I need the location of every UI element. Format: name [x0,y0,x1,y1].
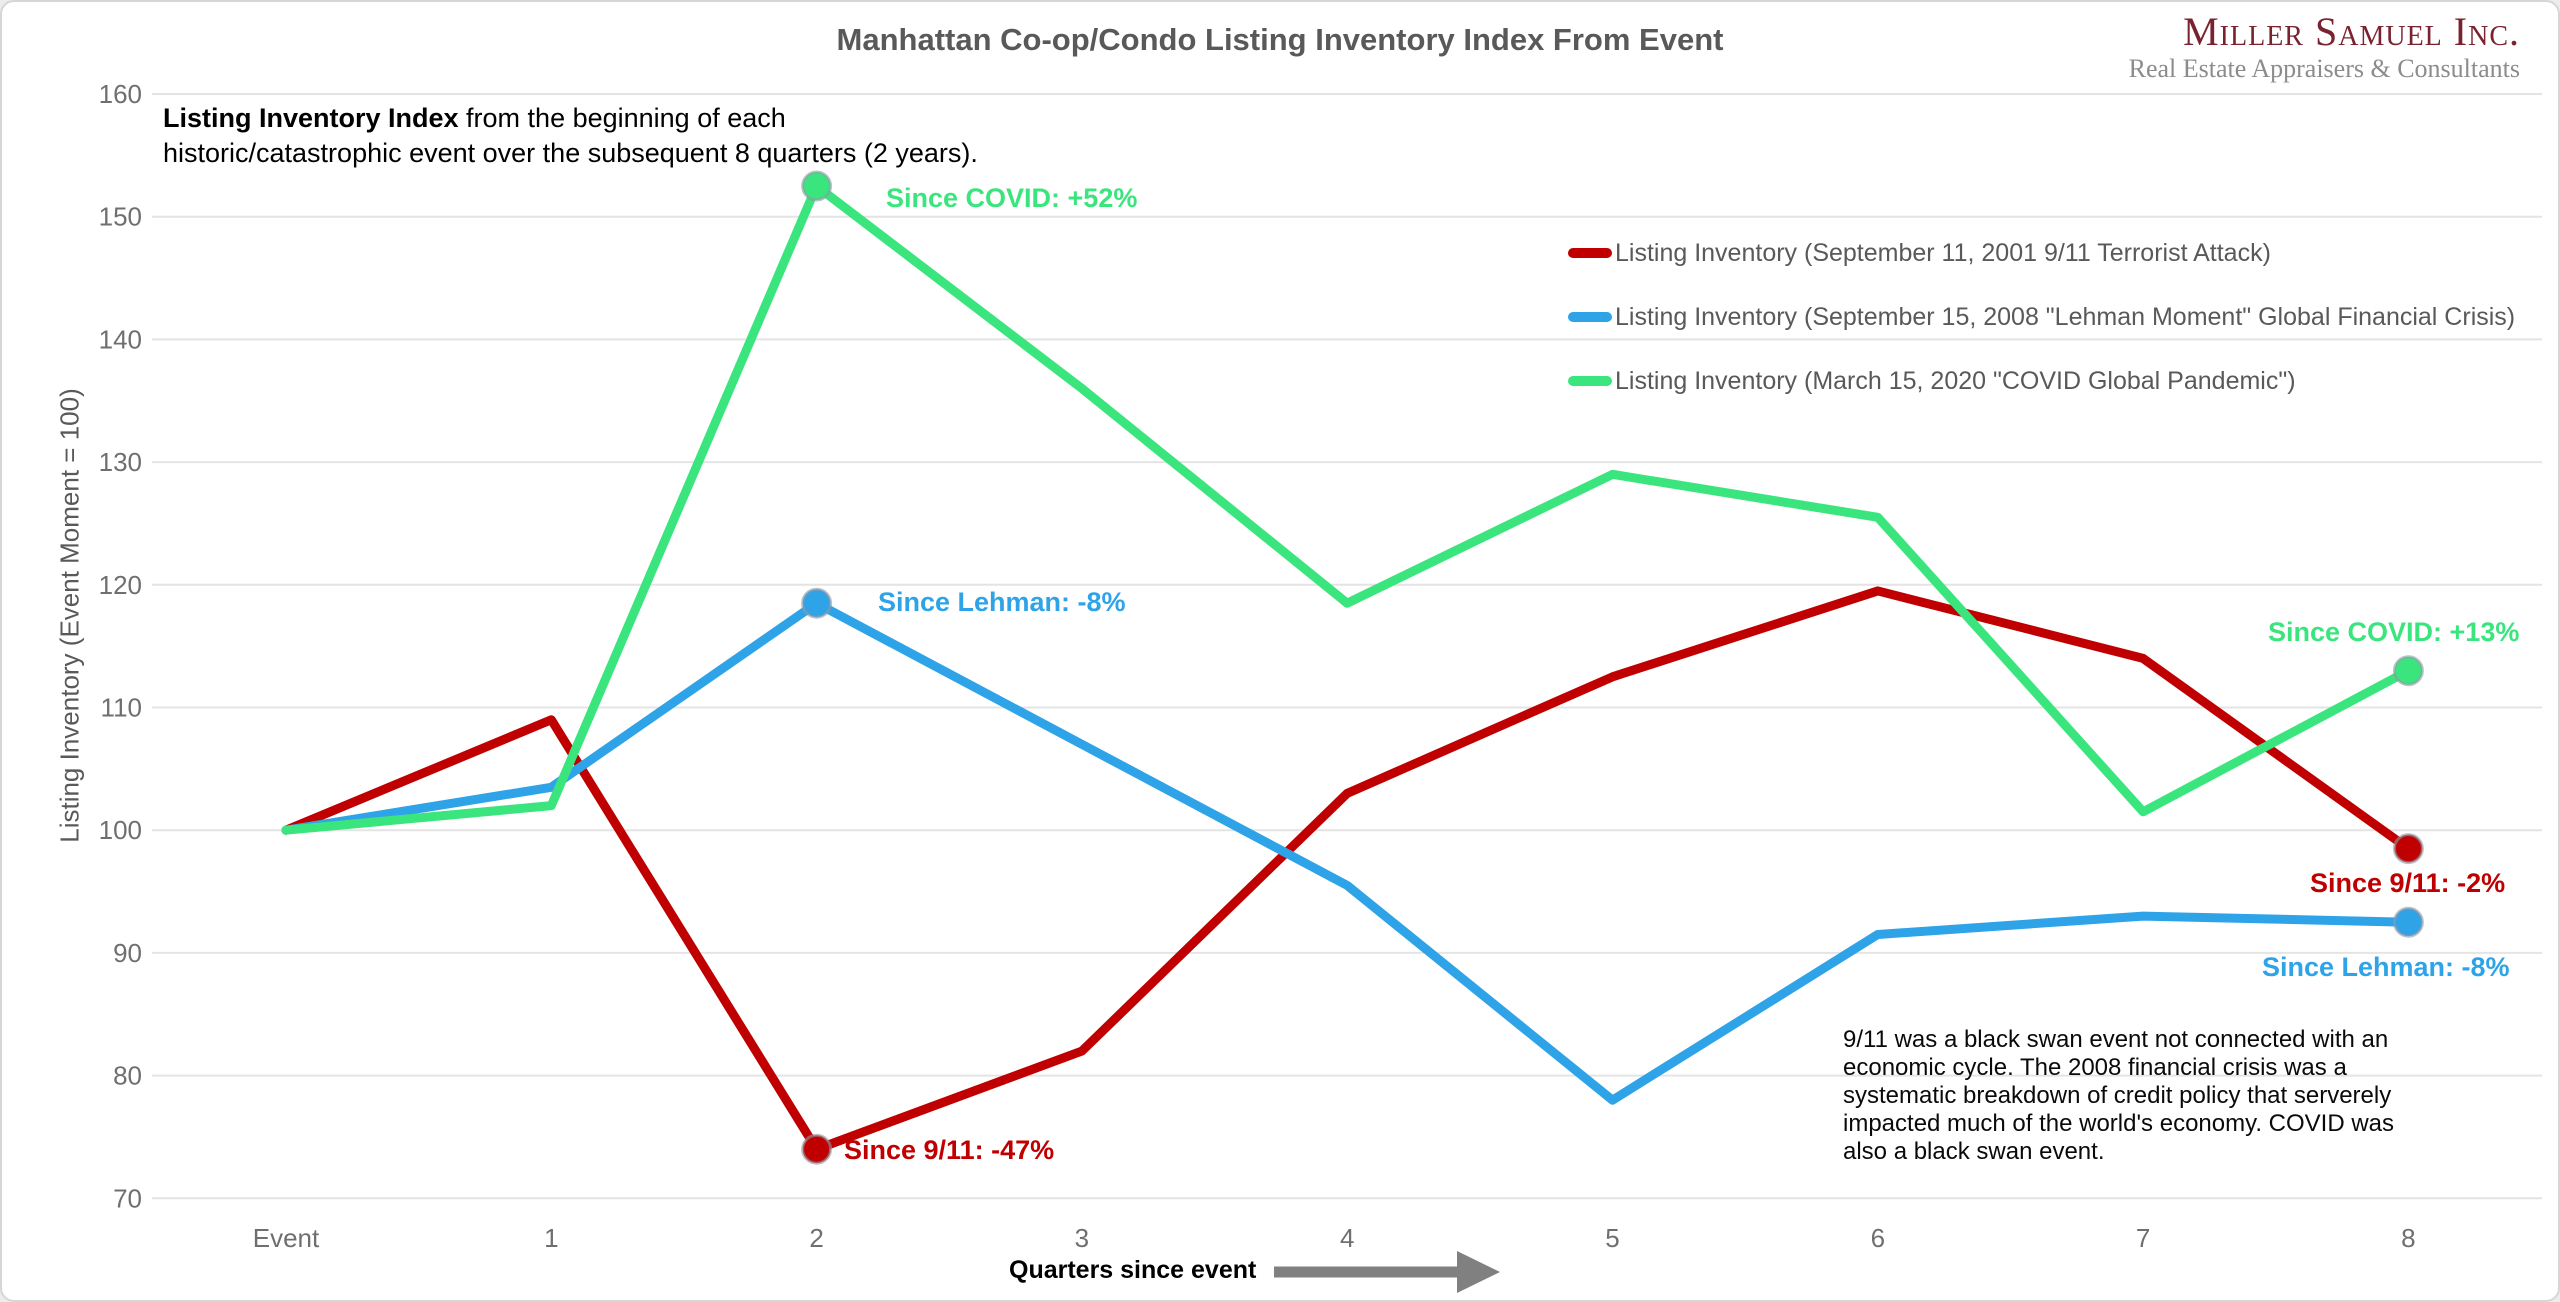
x-tick-label-1: 1 [544,1223,558,1253]
legend: Listing Inventory (September 11, 2001 9/… [1568,236,2515,428]
legend-item-911: Listing Inventory (September 11, 2001 9/… [1568,236,2515,270]
series-0-marker-q2 [801,1133,833,1165]
annotation-covid-q2: Since COVID: +52% [886,183,1138,213]
y-tick-label-90: 90 [113,938,142,968]
x-tick-label-2: 2 [809,1223,823,1253]
logo-tagline: Real Estate Appraisers & Consultants [2128,54,2520,83]
legend-swatch-covid [1568,376,1612,386]
subtitle-rest-text: from the beginning of each [458,103,786,133]
x-tick-label-8: 8 [2401,1223,2415,1253]
annotation-911-q8: Since 9/11: -2% [2310,868,2506,898]
legend-label-911: Listing Inventory (September 11, 2001 9/… [1615,238,2271,267]
annotation-lehman-q8: Since Lehman: -8% [2262,952,2510,982]
series-2-marker-q2 [801,170,833,202]
series-line-0 [281,586,2413,1154]
y-tick-label-70: 70 [113,1183,142,1213]
series-1-marker-q8 [2392,906,2424,938]
x-tick-label-Event: Event [253,1223,320,1253]
x-axis-title: Quarters since event [1009,1256,1257,1284]
annotation-911-q2: Since 9/11: -47% [844,1135,1055,1165]
legend-label-lehman: Listing Inventory (September 15, 2008 "L… [1615,302,2516,331]
logo-name: Miller Samuel Inc. [2183,9,2520,54]
y-tick-label-100: 100 [99,815,142,845]
commentary-note: 9/11 was a black swan event not connecte… [1843,1026,2395,1165]
series-line-1 [281,598,2413,1105]
annotation-lehman-q2: Since Lehman: -8% [878,587,1126,617]
y-axis-title: Listing Inventory (Event Moment = 100) [54,388,85,843]
x-tick-label-5: 5 [1605,1223,1619,1253]
legend-swatch-911 [1568,248,1612,258]
series-2-marker-q8 [2392,655,2424,687]
series-0-marker-q8 [2392,833,2424,865]
series-1-marker-q2 [801,587,833,619]
logo: Miller Samuel Inc. Real Estate Appraiser… [2129,10,2520,84]
y-tick-label-110: 110 [101,693,142,723]
y-tick-label-80: 80 [113,1061,142,1091]
annotation-covid-q8: Since COVID: +13% [2268,617,2520,647]
subtitle-line1: Listing Inventory Index from the beginni… [163,101,978,136]
x-tick-label-3: 3 [1075,1223,1089,1253]
y-tick-label-160: 160 [99,79,142,109]
y-tick-label-150: 150 [99,202,142,232]
subtitle-line2: historic/catastrophic event over the sub… [163,138,978,168]
chart-subtitle: Listing Inventory Index from the beginni… [163,101,978,171]
x-tick-label-6: 6 [1871,1223,1885,1253]
chart-title: Manhattan Co-op/Condo Listing Inventory … [836,22,1724,57]
legend-item-lehman: Listing Inventory (September 15, 2008 "L… [1568,300,2515,334]
y-tick-label-140: 140 [99,324,142,354]
x-axis-arrow-icon [1457,1251,1500,1293]
series-line-2 [281,181,2413,835]
y-tick-label-120: 120 [99,570,142,600]
x-tick-label-7: 7 [2136,1223,2150,1253]
subtitle-bold-text: Listing Inventory Index [163,103,459,133]
legend-item-covid: Listing Inventory (March 15, 2020 "COVID… [1568,364,2515,398]
x-tick-label-4: 4 [1340,1223,1354,1253]
y-tick-label-130: 130 [99,447,142,477]
legend-label-covid: Listing Inventory (March 15, 2020 "COVID… [1615,366,2296,395]
legend-swatch-lehman [1568,312,1612,322]
